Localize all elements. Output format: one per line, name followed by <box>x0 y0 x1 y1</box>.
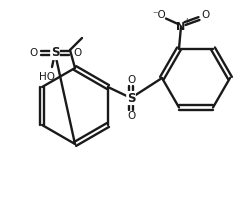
Text: HO: HO <box>39 72 55 82</box>
Text: O: O <box>73 48 81 58</box>
Text: O: O <box>127 111 135 121</box>
Text: S: S <box>127 91 135 105</box>
Text: N: N <box>176 22 186 32</box>
Text: S: S <box>51 46 59 59</box>
Text: O: O <box>127 75 135 85</box>
Text: +: + <box>183 17 189 26</box>
Text: O: O <box>201 10 209 19</box>
Text: O: O <box>29 48 37 58</box>
Text: ⁻O: ⁻O <box>152 10 166 19</box>
